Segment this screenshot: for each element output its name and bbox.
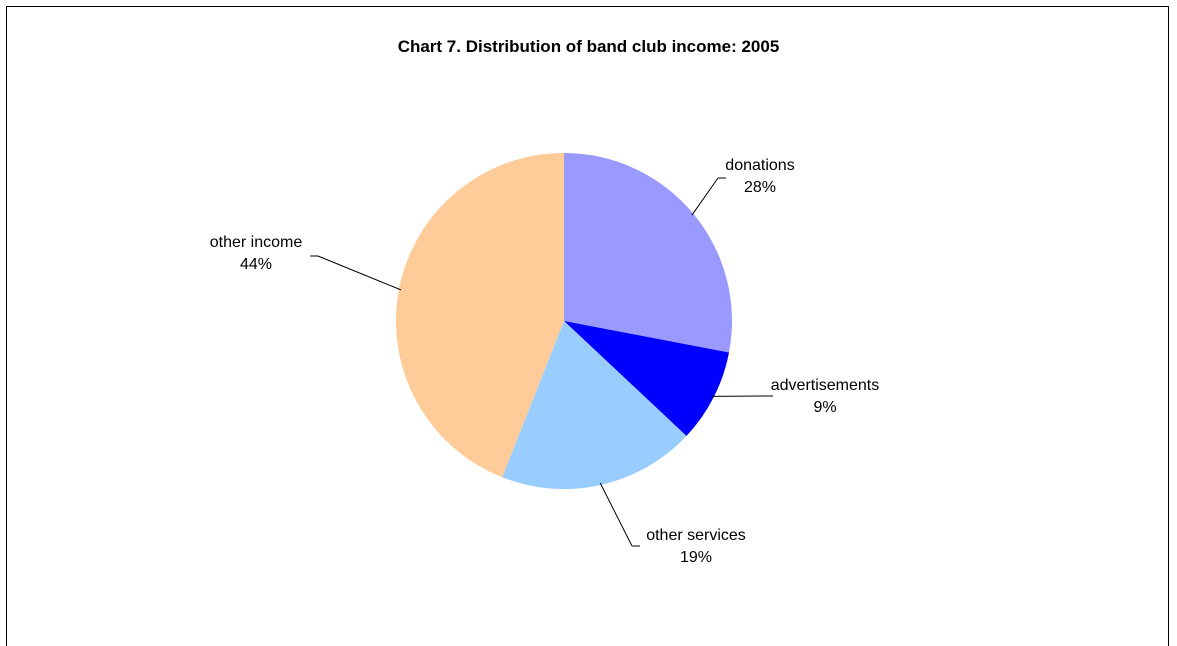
slice-name-label: other income: [210, 234, 303, 251]
leader-line-other-income: [318, 256, 401, 290]
slice-value-label: 28%: [744, 179, 776, 196]
slice-value-label: 9%: [813, 399, 836, 416]
slice-value-label: 44%: [240, 256, 272, 273]
slice-name-label: other services: [646, 527, 746, 544]
leader-line-donations: [692, 178, 718, 215]
pie-slice-donations: [564, 153, 732, 352]
slice-name-label: advertisements: [771, 377, 880, 394]
slice-name-label: donations: [725, 157, 794, 174]
slice-value-label: 19%: [680, 549, 712, 566]
leader-line-other-services: [600, 483, 632, 546]
pie-slices: [396, 153, 732, 489]
